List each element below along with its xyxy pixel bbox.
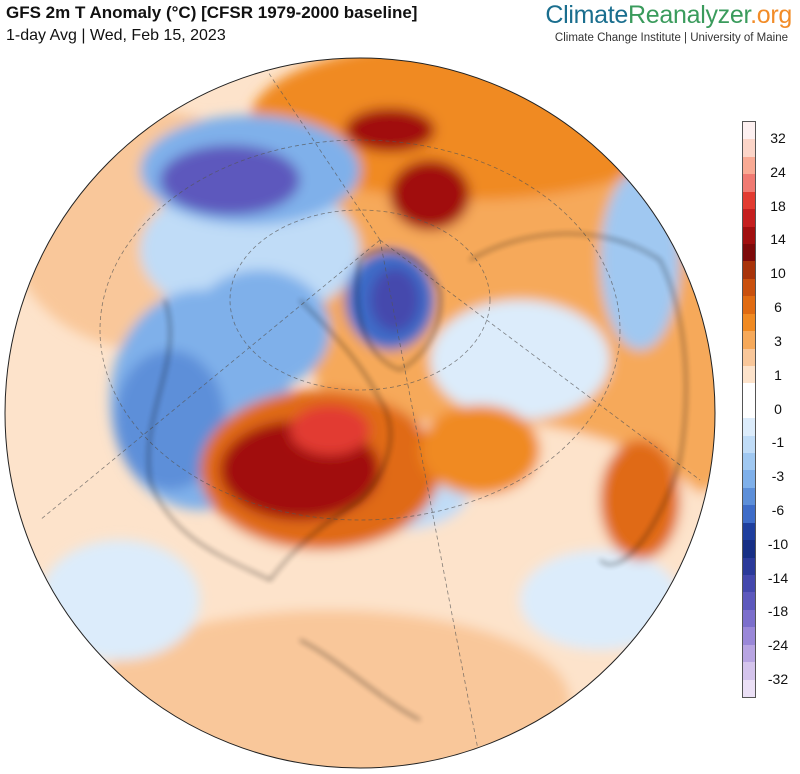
colorbar-swatch	[743, 209, 755, 228]
colorbar-swatch	[743, 278, 755, 297]
colorbar-swatch	[743, 331, 755, 349]
colorbar-tick-label: 32	[770, 130, 786, 146]
colorbar-swatch	[743, 487, 755, 506]
colorbar-tick-label: 10	[770, 265, 786, 282]
colorbar-swatch	[743, 191, 755, 210]
brand-affiliation: Climate Change Institute | University of…	[554, 32, 788, 44]
colorbar-swatch	[743, 139, 755, 158]
colorbar-swatch	[743, 505, 755, 524]
colorbar-tick-label: 14	[770, 231, 786, 248]
map-subtitle: 1-day Avg | Wed, Feb 15, 2023	[6, 27, 226, 44]
colorbar-swatch	[743, 122, 755, 140]
colorbar-tick-label: -1	[771, 434, 785, 451]
map-title: GFS 2m T Anomaly (°C) [CFSR 1979-2000 ba…	[6, 3, 418, 22]
colorbar-swatch	[743, 243, 755, 262]
colorbar-tick-label: -14	[767, 569, 789, 586]
colorbar	[742, 121, 756, 698]
colorbar-swatch	[743, 365, 755, 384]
colorbar-tick-label: 0	[774, 400, 782, 417]
colorbar-swatch	[743, 609, 755, 628]
colorbar-tick-label: 24	[770, 163, 786, 180]
colorbar-tick-label: 6	[774, 299, 782, 316]
brand-reanalyzer: Reanalyzer	[628, 1, 751, 29]
colorbar-swatch	[743, 296, 755, 315]
brand-org: .org	[750, 1, 792, 29]
anomaly-field	[5, 58, 715, 768]
colorbar-tick-label: -10	[767, 535, 789, 552]
colorbar-swatch	[743, 174, 755, 193]
colorbar-tick-label: -24	[767, 637, 789, 654]
colorbar-swatch	[743, 313, 755, 332]
colorbar-swatch	[743, 679, 755, 698]
colorbar-swatch	[743, 261, 755, 280]
colorbar-swatch	[743, 644, 755, 663]
colorbar-tick-label: -6	[771, 501, 785, 518]
colorbar-swatch	[743, 557, 755, 576]
colorbar-swatch	[743, 575, 755, 593]
colorbar-swatch	[743, 453, 755, 471]
colorbar-tick-label: -3	[771, 468, 785, 485]
colorbar-tick-label: 18	[770, 197, 786, 214]
brand-logo[interactable]: ClimateReanalyzer.org	[545, 1, 792, 30]
colorbar-swatch	[743, 383, 755, 402]
colorbar-swatch	[743, 540, 755, 559]
colorbar-tick-label: 3	[774, 332, 782, 349]
colorbar-swatch	[743, 470, 755, 489]
colorbar-swatch	[743, 156, 755, 175]
colorbar-swatch	[743, 435, 755, 454]
colorbar-swatch	[743, 627, 755, 646]
colorbar-tick-label: 1	[774, 366, 782, 383]
colorbar-tick-label: -18	[767, 603, 789, 620]
brand-climate: Climate	[545, 1, 629, 29]
colorbar-swatch	[743, 592, 755, 611]
colorbar-swatch	[743, 662, 755, 681]
colorbar-labels: 32 24 18 14 10 6 3 1 0 -1 -3 -6 -10 -14 -18 -24 -32	[760, 121, 800, 696]
colorbar-swatch	[743, 400, 755, 419]
colorbar-swatch	[743, 418, 755, 437]
colorbar-swatch	[743, 226, 755, 245]
colorbar-swatch	[743, 522, 755, 541]
colorbar-tick-label: -32	[767, 671, 789, 687]
colorbar-swatch	[743, 348, 755, 367]
